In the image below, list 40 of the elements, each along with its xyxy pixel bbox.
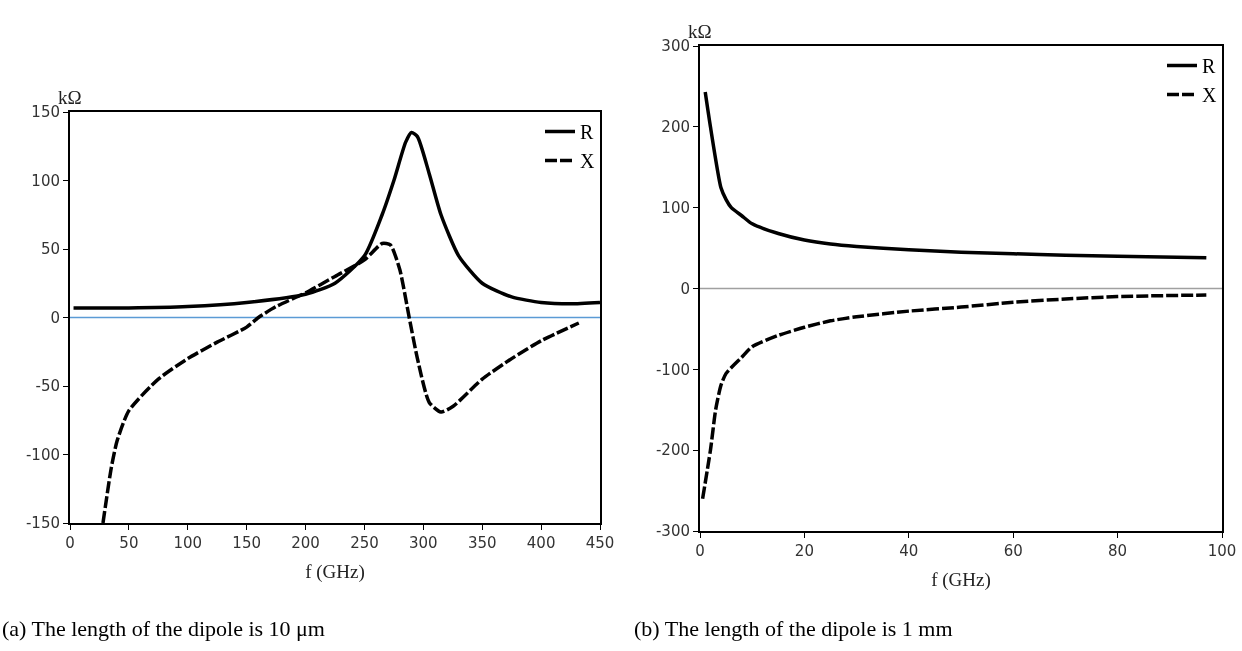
x-tick-label: 60 bbox=[1003, 542, 1023, 560]
x-tick-label: 150 bbox=[232, 534, 261, 552]
x-tick-label: 40 bbox=[899, 542, 919, 560]
x-axis-title: f (GHz) bbox=[931, 569, 991, 592]
x-tick-label: 0 bbox=[695, 542, 705, 560]
y-tick-label: 150 bbox=[31, 103, 60, 122]
x-axis-title: f (GHz) bbox=[305, 561, 365, 584]
x-tick-label: 20 bbox=[794, 542, 814, 560]
legend-label: X bbox=[580, 150, 595, 173]
y-tick-label: 0 bbox=[50, 308, 60, 327]
x-tick-label: 250 bbox=[350, 534, 379, 552]
x-tick-label: 0 bbox=[65, 534, 75, 552]
y-tick-label: -100 bbox=[655, 360, 690, 379]
x-tick-label: 50 bbox=[119, 534, 139, 552]
text: (a) The length of the dipole is 10 μm bbox=[2, 616, 325, 641]
y-tick-label: -50 bbox=[35, 377, 60, 396]
legend-label: R bbox=[1202, 55, 1216, 78]
y-tick-label: 100 bbox=[31, 171, 60, 190]
x-tick-label: 300 bbox=[409, 534, 438, 552]
y-tick-label: 200 bbox=[661, 118, 690, 137]
y-axis-title: kΩ bbox=[688, 21, 712, 42]
y-tick-label: 100 bbox=[661, 198, 690, 217]
y-tick-label: -300 bbox=[655, 522, 690, 541]
x-tick-label: 200 bbox=[291, 534, 320, 552]
y-tick-label: 300 bbox=[661, 37, 690, 56]
x-tick-label: 100 bbox=[173, 534, 203, 552]
y-tick-label: 50 bbox=[40, 240, 60, 259]
x-tick-label: 100 bbox=[1207, 542, 1237, 560]
y-tick-label: -100 bbox=[25, 445, 60, 464]
y-axis-title: kΩ bbox=[58, 87, 82, 108]
y-tick-label: -150 bbox=[25, 514, 60, 533]
x-tick-label: 350 bbox=[467, 534, 497, 552]
text: (b) The length of the dipole is 1 mm bbox=[634, 616, 953, 641]
legend-label: X bbox=[1202, 84, 1217, 107]
legend-label: R bbox=[580, 121, 594, 144]
y-tick-label: -200 bbox=[655, 441, 690, 460]
x-tick-label: 400 bbox=[526, 534, 556, 552]
y-tick-label: 0 bbox=[680, 279, 690, 298]
x-tick-label: 450 bbox=[585, 534, 615, 552]
x-tick-label: 80 bbox=[1108, 542, 1128, 560]
